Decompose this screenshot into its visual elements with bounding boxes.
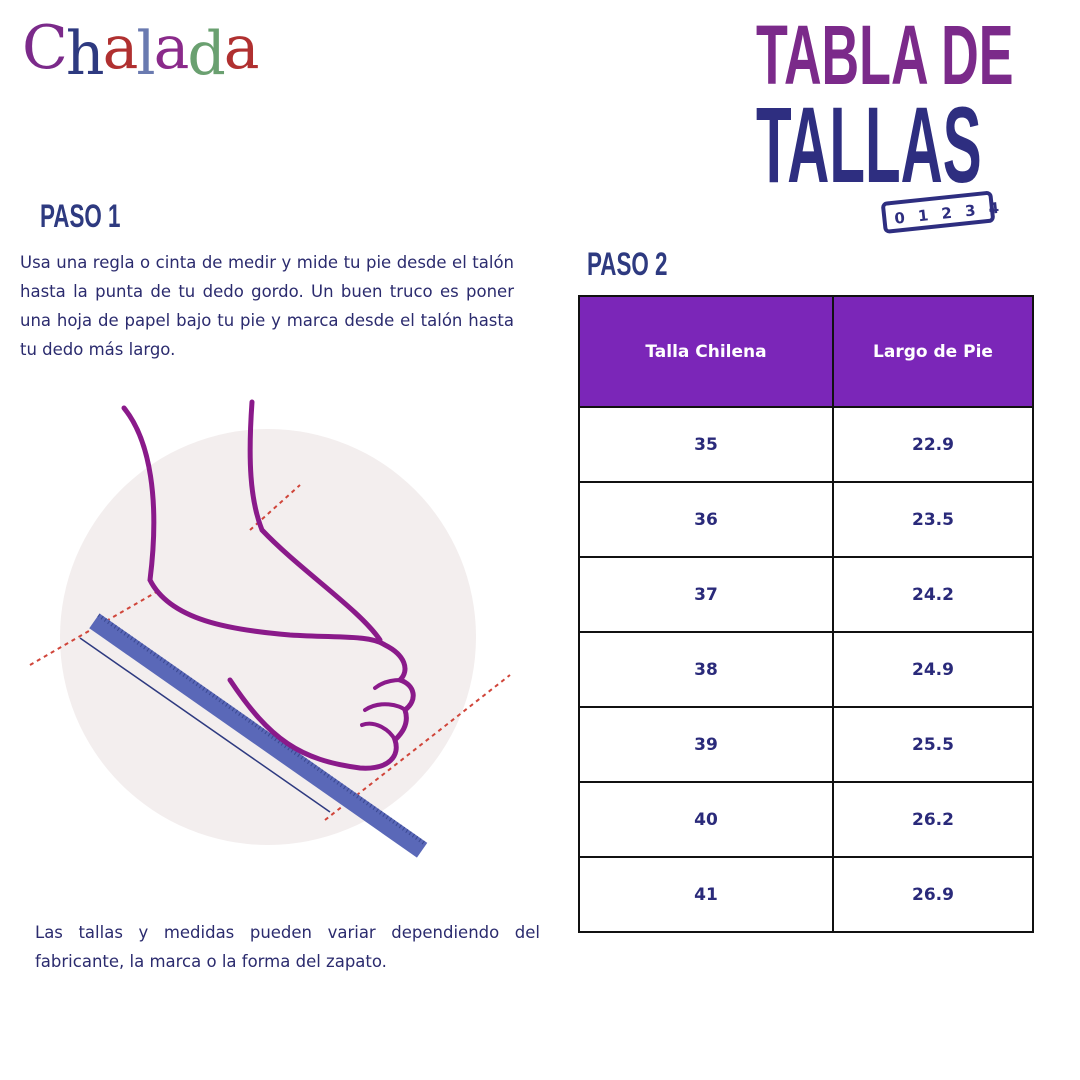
- largo-cell: 26.2: [832, 781, 1034, 858]
- logo-letter: h: [65, 19, 105, 89]
- largo-cell: 24.2: [832, 556, 1034, 633]
- table-row: 37 24.2: [578, 556, 1034, 633]
- talla-cell: 39: [578, 706, 834, 783]
- foot-measure-illustration: [29, 399, 511, 858]
- table-row: 40 26.2: [578, 781, 1034, 858]
- size-table: Talla Chilena Largo de Pie 35 22.9 36 23.5 3…: [578, 295, 1034, 933]
- table-row: 41 26.9: [578, 856, 1034, 933]
- largo-cell: 23.5: [832, 481, 1034, 558]
- logo-letter: C: [22, 13, 68, 83]
- table-header-row: Talla Chilena Largo de Pie: [578, 295, 1034, 408]
- talla-cell: 37: [578, 556, 834, 633]
- step1-text: Usa una regla o cinta de medir y mide tu…: [20, 253, 514, 359]
- ruler-icon: 0 1 2 3 4: [881, 191, 1000, 234]
- table-row: 39 25.5: [578, 706, 1034, 783]
- header-largo-de-pie: Largo de Pie: [832, 295, 1034, 408]
- talla-cell: 41: [578, 856, 834, 933]
- largo-cell: 25.5: [832, 706, 1034, 783]
- logo-letter: l: [136, 19, 155, 89]
- step2-heading: PASO 2: [587, 246, 668, 282]
- largo-cell: 24.9: [832, 631, 1034, 708]
- table-row: 38 24.9: [578, 631, 1034, 708]
- header-talla-chilena: Talla Chilena: [578, 295, 834, 408]
- title-line2: TALLAS: [756, 84, 982, 205]
- logo-letter: a: [102, 13, 139, 83]
- title-line1: TABLA DE: [756, 8, 1014, 102]
- largo-cell: 26.9: [832, 856, 1034, 933]
- talla-cell: 40: [578, 781, 834, 858]
- footnote: Las tallas y medidas pueden variar depen…: [35, 923, 540, 971]
- largo-cell: 22.9: [832, 406, 1034, 483]
- chalada-logo: Chalada: [22, 13, 260, 84]
- talla-cell: 35: [578, 406, 834, 483]
- logo-letter: d: [187, 19, 225, 89]
- logo-letter: a: [153, 13, 190, 83]
- logo-letter: a: [223, 13, 260, 83]
- talla-cell: 36: [578, 481, 834, 558]
- table-row: 36 23.5: [578, 481, 1034, 558]
- table-row: 35 22.9: [578, 406, 1034, 483]
- step1-heading: PASO 1: [40, 198, 121, 234]
- talla-cell: 38: [578, 631, 834, 708]
